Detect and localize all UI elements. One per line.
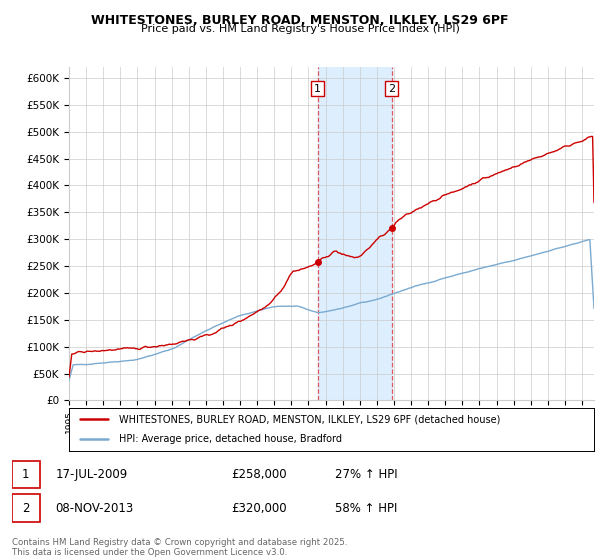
- Text: HPI: Average price, detached house, Bradford: HPI: Average price, detached house, Brad…: [119, 434, 342, 444]
- Bar: [317, 67, 392, 400]
- FancyBboxPatch shape: [12, 461, 40, 488]
- Text: 17-JUL-2009: 17-JUL-2009: [55, 468, 127, 481]
- Text: 27% ↑ HPI: 27% ↑ HPI: [335, 468, 397, 481]
- Text: 1: 1: [22, 468, 29, 481]
- Text: WHITESTONES, BURLEY ROAD, MENSTON, ILKLEY, LS29 6PF: WHITESTONES, BURLEY ROAD, MENSTON, ILKLE…: [91, 14, 509, 27]
- Text: £258,000: £258,000: [231, 468, 287, 481]
- Text: WHITESTONES, BURLEY ROAD, MENSTON, ILKLEY, LS29 6PF (detached house): WHITESTONES, BURLEY ROAD, MENSTON, ILKLE…: [119, 414, 500, 424]
- Text: 08-NOV-2013: 08-NOV-2013: [55, 502, 133, 515]
- Text: 58% ↑ HPI: 58% ↑ HPI: [335, 502, 397, 515]
- Text: 2: 2: [388, 83, 395, 94]
- Text: 2: 2: [22, 502, 29, 515]
- Text: £320,000: £320,000: [231, 502, 287, 515]
- Text: 1: 1: [314, 83, 321, 94]
- FancyBboxPatch shape: [12, 494, 40, 522]
- Text: Price paid vs. HM Land Registry's House Price Index (HPI): Price paid vs. HM Land Registry's House …: [140, 24, 460, 34]
- Text: Contains HM Land Registry data © Crown copyright and database right 2025.
This d: Contains HM Land Registry data © Crown c…: [12, 538, 347, 557]
